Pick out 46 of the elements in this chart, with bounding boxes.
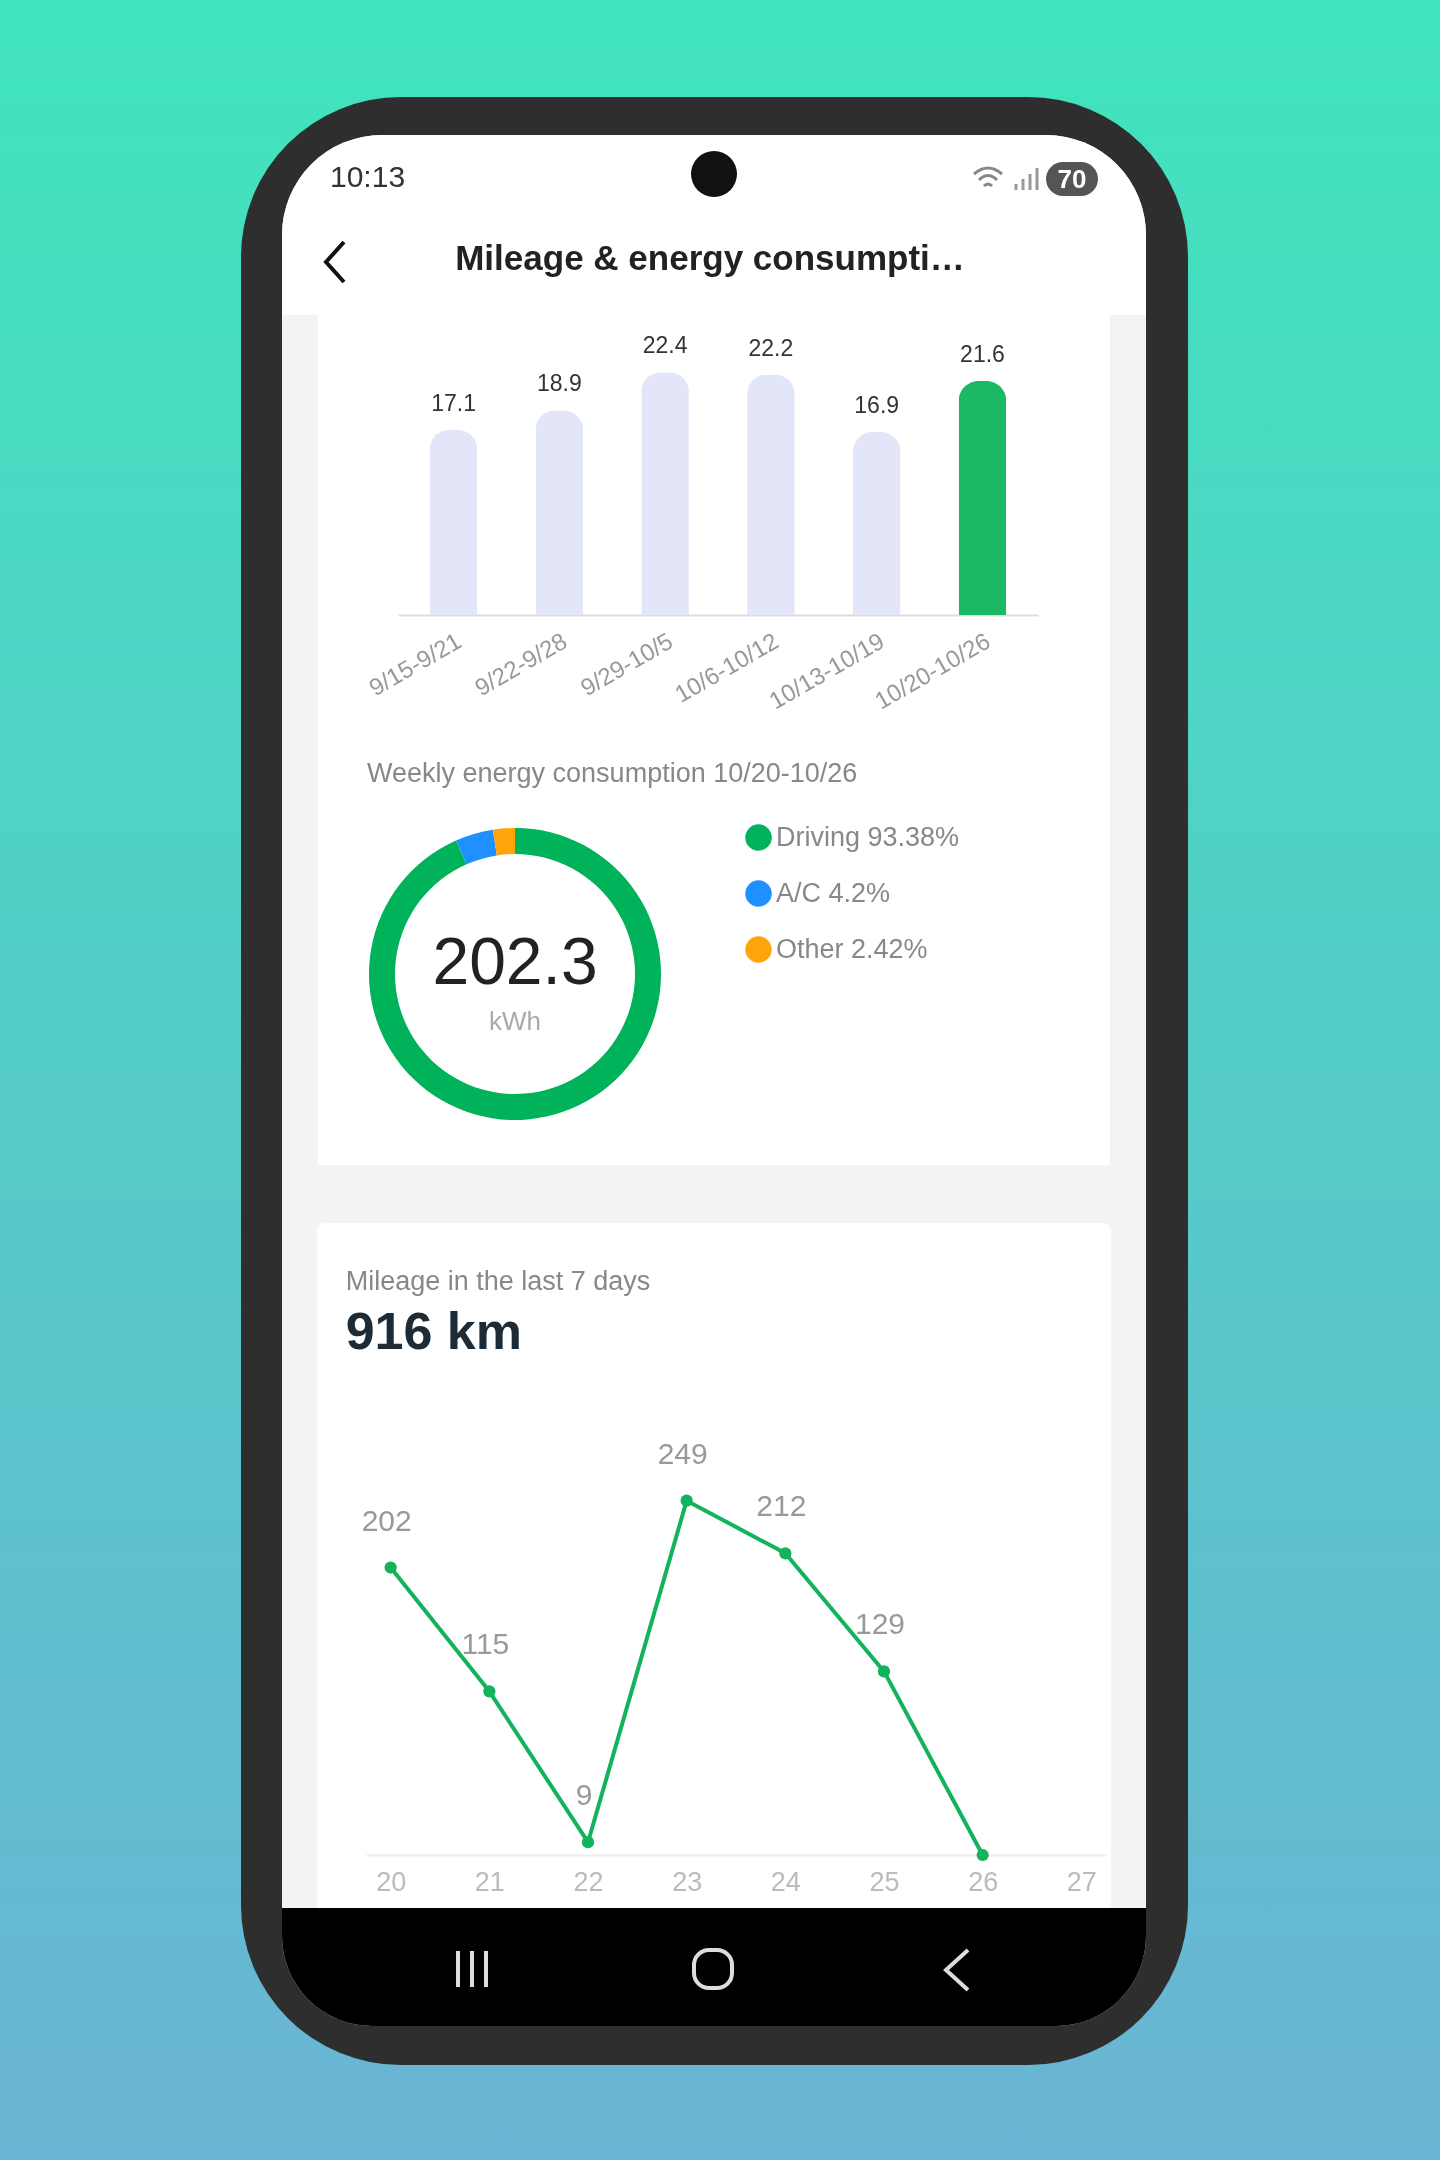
data-label: 249	[657, 1436, 708, 1470]
x-tick-label: 22	[573, 1866, 604, 1897]
text: kWh	[489, 1006, 541, 1036]
chart-subtitle: 916 km	[345, 1301, 523, 1360]
data-label: 16.9	[854, 391, 900, 418]
data-label: 9	[575, 1778, 593, 1812]
data-label: 22.4	[642, 332, 688, 359]
bar	[535, 410, 584, 615]
bar	[958, 381, 1007, 615]
point	[384, 1561, 397, 1574]
bar	[747, 374, 795, 615]
data-label: 22.2	[748, 334, 794, 361]
bar	[641, 372, 689, 615]
x-tick-label: 20	[376, 1866, 407, 1897]
data-label: 115	[461, 1627, 510, 1661]
chart-title: Mileage & energy consumpti…	[454, 238, 966, 278]
x-tick-label: 23	[672, 1866, 703, 1897]
text: 202.3	[432, 924, 598, 998]
donut-slice	[456, 829, 497, 865]
legend-label: A/C 4.2%	[776, 877, 891, 908]
text: 10:13	[330, 160, 406, 194]
point	[877, 1665, 891, 1678]
bar	[429, 429, 478, 615]
point	[581, 1836, 595, 1849]
x-tick-label: 26	[968, 1866, 999, 1897]
donut-slice	[492, 828, 515, 856]
data-label: 21.6	[960, 341, 1005, 367]
data-label: 202	[361, 1503, 412, 1537]
legend-label: Other 2.42%	[776, 933, 928, 964]
bar	[852, 431, 901, 615]
point	[483, 1685, 496, 1698]
point	[779, 1547, 792, 1560]
chart-title: Mileage in the last 7 days	[345, 1265, 651, 1296]
x-tick-label: 24	[770, 1866, 801, 1897]
data-label: 18.9	[536, 370, 582, 397]
data-label: 17.1	[431, 389, 476, 416]
legend-label: Driving 93.38%	[776, 821, 960, 852]
chart-title: Weekly energy consumption 10/20-10/26	[367, 758, 858, 788]
data-label: 212	[756, 1489, 807, 1523]
data-label: 129	[854, 1607, 906, 1641]
x-tick-label: 27	[1066, 1866, 1097, 1897]
donut-slice	[369, 828, 661, 1120]
point	[680, 1494, 693, 1507]
point	[976, 1848, 989, 1862]
x-tick-label: 21	[474, 1866, 505, 1897]
x-tick-label: 25	[869, 1866, 900, 1897]
